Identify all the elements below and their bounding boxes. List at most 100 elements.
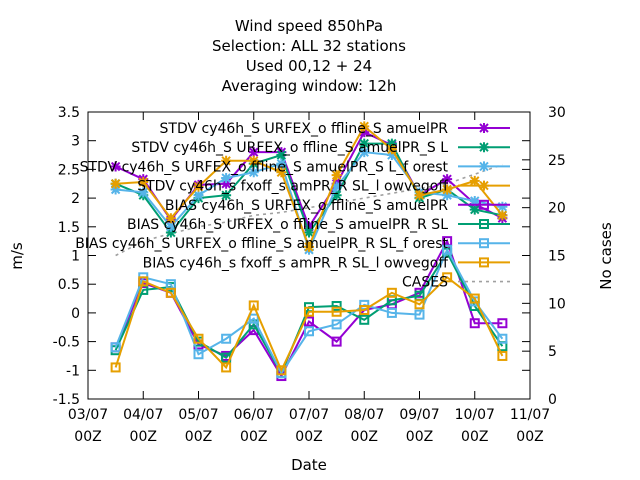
data-point [221, 333, 232, 344]
y-tick-label: 1 [71, 249, 80, 265]
data-point [497, 210, 508, 221]
series-line [114, 275, 504, 373]
legend-label: BIAS cy46h_S URFEX_o ffline_S amuelPR_R … [127, 217, 448, 233]
data-point [497, 350, 508, 361]
y-axis-label: m/s [8, 242, 26, 270]
data-point [497, 201, 508, 212]
y-tick-label: 2.5 [58, 162, 80, 178]
data-point [442, 244, 453, 255]
title-line-3: Used 00,12 + 24 [246, 57, 372, 75]
y2-tick-label: 0 [548, 392, 557, 408]
data-point [469, 318, 480, 329]
data-point [304, 241, 314, 252]
data-point [331, 336, 342, 347]
legend-marker [479, 142, 489, 153]
data-point [221, 155, 232, 166]
legend-marker [479, 219, 489, 229]
data-point [276, 167, 287, 178]
y2-tick-label: 5 [548, 344, 557, 360]
data-point [110, 362, 121, 373]
data-point [193, 333, 204, 344]
data-point [414, 309, 425, 320]
y2-tick-label: 15 [548, 249, 566, 265]
data-point [359, 127, 370, 138]
data-point [469, 175, 480, 186]
y2-tick-label: 20 [548, 201, 566, 217]
y-tick-label: -0.5 [53, 335, 80, 351]
legend-marker [479, 257, 489, 268]
x-tick-label-hour: 00Z [185, 429, 212, 445]
data-point [110, 161, 121, 172]
data-point [221, 362, 232, 373]
data-point [248, 167, 259, 178]
data-point [248, 147, 259, 158]
data-point [497, 318, 508, 329]
data-point [193, 181, 204, 192]
axes: -1.5 -1 -0.5 0 0.5 1 1.5 2 2.5 3 3.5 0 5 10 15 20 25 30 03… [53, 105, 566, 445]
data-point [359, 147, 370, 158]
data-point [331, 190, 342, 201]
x-tick-label-hour: 00Z [516, 429, 543, 445]
data-point [359, 305, 370, 316]
x-axis-label: Date [291, 456, 327, 474]
legend-marker [479, 180, 489, 191]
data-point [331, 301, 342, 312]
data-point [221, 178, 232, 189]
title-line-1: Wind speed 850hPa [235, 17, 383, 35]
legend-marker [479, 123, 489, 133]
data-point [193, 190, 204, 201]
data-point [442, 184, 453, 195]
data-point [304, 306, 314, 317]
data-point [248, 155, 259, 166]
chart-title: Wind speed 850hPa Selection: ALL 32 stat… [212, 17, 406, 95]
data-point [165, 213, 176, 224]
x-tick-label-date: 11/07 [510, 407, 550, 423]
legend-label: BIAS cy46h_s fxoff_s amPR_R SL_l owvegof… [143, 255, 449, 271]
x-tick-label-hour: 00Z [461, 429, 488, 445]
data-point [497, 333, 508, 344]
data-point [276, 150, 287, 161]
y-tick-label: 1.5 [58, 220, 80, 236]
data-point [221, 173, 232, 184]
data-point [138, 187, 149, 198]
x-tick-label-date: 05/07 [178, 407, 218, 423]
x-tick-label-date: 04/07 [123, 407, 163, 423]
x-tick-label-date: 03/07 [68, 407, 108, 423]
data-point [386, 307, 397, 318]
data-point [359, 314, 370, 325]
data-point [165, 221, 176, 232]
y-tick-label: 0 [71, 306, 80, 322]
title-line-2: Selection: ALL 32 stations [212, 37, 406, 55]
data-point [193, 349, 204, 360]
series-8 [110, 272, 508, 376]
data-point [414, 190, 425, 201]
data-point [442, 190, 453, 201]
legend-marker [479, 161, 489, 172]
data-point [165, 227, 176, 238]
data-point [359, 138, 370, 149]
data-point [110, 342, 121, 353]
data-point [331, 181, 342, 192]
legend-marker [479, 199, 489, 210]
x-tick-label-hour: 00Z [351, 429, 378, 445]
data-point [304, 326, 314, 337]
y-tick-label: 0.5 [58, 277, 80, 293]
data-point [276, 365, 287, 376]
legend-label: STDV cy46h_S URFEX_o ffline_S amuelPR [160, 121, 449, 137]
data-point [386, 150, 397, 161]
y-tick-label: 3.5 [58, 105, 80, 121]
data-point [469, 195, 480, 206]
y2-axis-label: No cases [597, 222, 615, 290]
data-point [331, 170, 342, 181]
y-tick-label: 3 [71, 134, 80, 150]
legend-label: STDV cy46h_s fxoff_s amPR_R SL_l owvegof… [137, 179, 448, 195]
legend-label: STDV cy46h_S URFEX_o ffline_S amuelPR_S … [131, 140, 448, 156]
data-point [304, 221, 314, 232]
x-tick-label-date: 06/07 [234, 407, 274, 423]
legend-label: BIAS cy46h_S URFEX_o ffline_S amuelPR [165, 198, 448, 214]
data-point [331, 306, 342, 317]
y-tick-label: 2 [71, 191, 80, 207]
data-point [442, 272, 453, 283]
x-tick-label-hour: 00Z [240, 429, 267, 445]
